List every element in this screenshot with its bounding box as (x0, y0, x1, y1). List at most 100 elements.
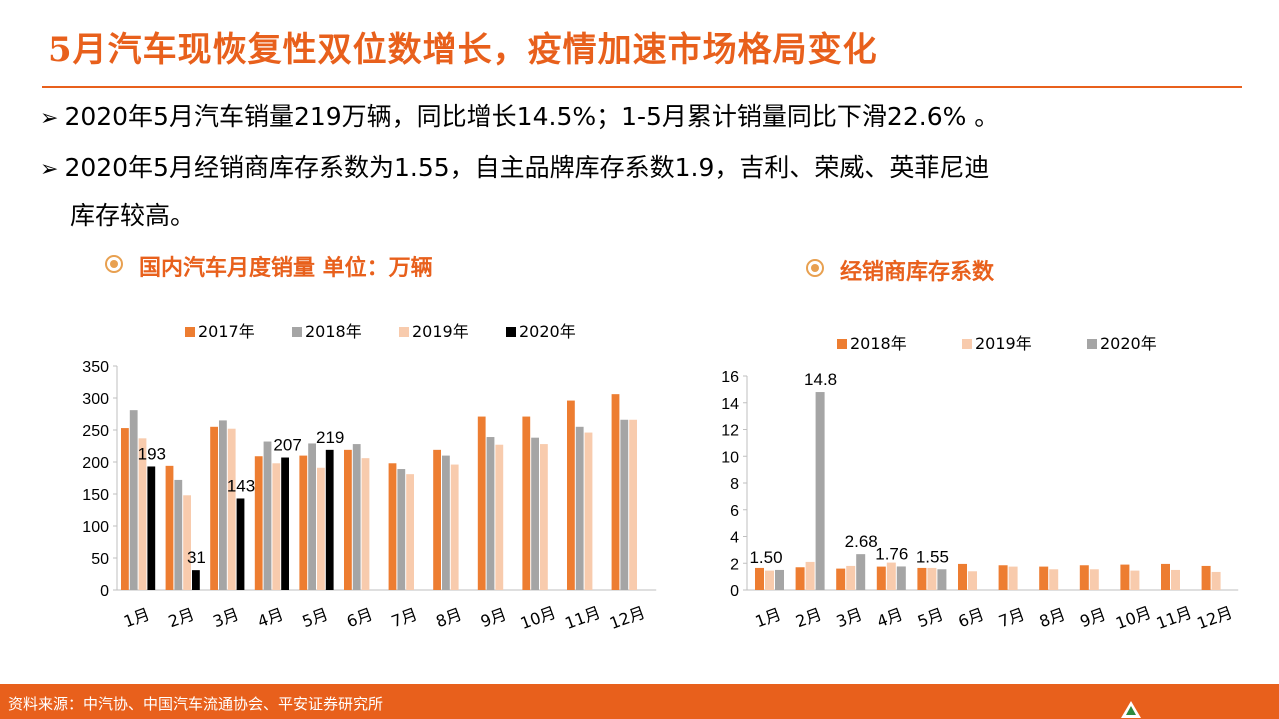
sales-bar (281, 457, 289, 590)
sales-y-tick-label: 0 (100, 583, 109, 600)
inventory-y-tick-label: 12 (721, 423, 739, 440)
subtitle-inventory-text: 经销商库存系数 (840, 259, 995, 285)
sales-bar (254, 456, 263, 590)
sales-legend-swatch (399, 327, 409, 337)
inventory-bar (958, 563, 967, 590)
inventory-data-label: 1.50 (749, 548, 782, 567)
inventory-data-label: 1.55 (916, 547, 949, 566)
sales-bar (308, 443, 316, 590)
inventory-legend-label: 2019年 (975, 334, 1032, 353)
inventory-bar (1049, 569, 1059, 590)
sales-bar (129, 410, 138, 590)
sales-bar (227, 428, 236, 590)
inventory-y-tick-label: 14 (721, 396, 739, 413)
sales-bar (522, 416, 531, 590)
arrow-bullet-icon: ➢ (40, 157, 59, 182)
inventory-legend-swatch (962, 339, 972, 349)
inventory-x-tick-label: 10月 (1113, 603, 1154, 633)
inventory-bar (1079, 565, 1089, 590)
sales-x-tick-label: 10月 (518, 603, 559, 633)
inventory-x-tick-label: 11月 (1154, 603, 1195, 633)
inventory-bar (1211, 571, 1221, 590)
sales-bar (629, 419, 637, 590)
sales-x-tick-label: 6月 (344, 604, 375, 631)
inventory-x-tick-label: 4月 (874, 604, 905, 631)
inventory-y-tick-label: 10 (721, 449, 739, 466)
sales-bar (477, 416, 486, 590)
sales-legend-label: 2018年 (305, 322, 362, 341)
subtitle-sales-text: 国内汽车月度销量 单位：万辆 (139, 255, 433, 281)
inventory-y-tick-label: 2 (730, 556, 739, 573)
sales-bar (575, 426, 584, 590)
sales-bar (121, 428, 129, 590)
sales-bar (361, 458, 370, 590)
inventory-y-tick-label: 0 (730, 583, 739, 600)
inventory-bar (968, 571, 977, 590)
sales-bar (174, 479, 183, 590)
inventory-bar (755, 567, 764, 590)
inventory-bar (1161, 563, 1170, 590)
company-logo-icon (1121, 701, 1141, 718)
inventory-bar (876, 566, 886, 590)
sales-y-tick-label: 250 (82, 423, 109, 440)
sales-data-label: 207 (273, 436, 301, 455)
inventory-legend-swatch (1087, 339, 1097, 349)
inventory-bar (765, 570, 774, 590)
sales-legend-swatch (185, 327, 195, 337)
sales-bar (611, 394, 620, 590)
sales-bar (210, 426, 218, 590)
sales-bar (495, 444, 504, 590)
sales-legend-swatch (292, 327, 302, 337)
subtitle-inventory: 经销商库存系数 (806, 254, 994, 286)
inventory-bar (1201, 565, 1211, 590)
inventory-x-tick-label: 6月 (956, 604, 987, 631)
inventory-legend-label: 2018年 (850, 334, 907, 353)
sales-y-tick-label: 350 (82, 359, 109, 376)
inventory-bar (775, 569, 784, 590)
inventory-bar (1130, 570, 1140, 590)
sales-bar (352, 444, 361, 590)
inventory-bar (815, 392, 825, 590)
sales-y-tick-label: 200 (82, 455, 109, 472)
inventory-bar (886, 562, 896, 590)
bullet-inventory-cont: 库存较高。 (70, 201, 196, 230)
inventory-y-tick-label: 16 (721, 369, 739, 386)
sales-bar (442, 455, 450, 590)
sales-y-tick-label: 300 (82, 391, 109, 408)
inventory-x-tick-label: 8月 (1037, 604, 1068, 631)
sales-x-tick-label: 5月 (300, 604, 331, 631)
inventory-legend-label: 2020年 (1100, 334, 1157, 353)
inventory-x-tick-label: 3月 (834, 604, 865, 631)
inventory-bar (1039, 566, 1049, 590)
sales-y-tick-label: 100 (82, 519, 109, 536)
inventory-x-tick-label: 9月 (1077, 604, 1108, 631)
sales-legend-label: 2019年 (412, 322, 469, 341)
inventory-bar (1120, 564, 1130, 590)
sales-bar (147, 466, 156, 590)
sales-bar (317, 467, 325, 590)
inventory-bar (917, 567, 927, 590)
sales-bar (183, 495, 191, 590)
sales-data-label: 143 (227, 476, 255, 495)
footer-bar (0, 684, 1279, 719)
sales-y-tick-label: 150 (82, 487, 109, 504)
sales-bar (486, 437, 495, 590)
inventory-y-tick-label: 8 (730, 476, 739, 493)
sales-x-tick-label: 3月 (210, 604, 241, 631)
inventory-bar (927, 567, 937, 590)
bullet-sales-text: 2020年5月汽车销量219万辆，同比增长14.5%；1-5月累计销量同比下滑2… (64, 102, 1000, 131)
arrow-bullet-icon: ➢ (40, 106, 59, 131)
footer-source: 资料来源：中汽协、中国汽车流通协会、平安证券研究所 (8, 695, 384, 713)
sales-bar (406, 474, 414, 590)
sales-y-tick-label: 50 (91, 551, 109, 568)
inventory-bar (846, 565, 856, 590)
sales-bar (567, 400, 575, 590)
inventory-bar (1008, 566, 1018, 590)
inventory-data-label: 2.68 (845, 532, 878, 551)
sales-bar (219, 420, 227, 590)
sales-legend-label: 2020年 (519, 322, 576, 341)
inventory-x-tick-label: 7月 (996, 604, 1027, 631)
inventory-bar (1171, 569, 1180, 590)
sales-bar (138, 438, 147, 590)
